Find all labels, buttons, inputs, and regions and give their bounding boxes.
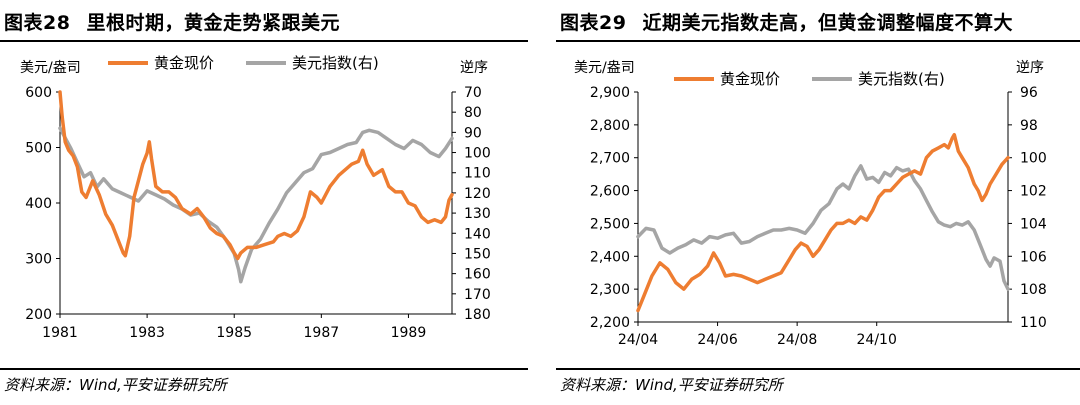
chart-title: 图表28 里根时期，黄金走势紧跟美元 [4,8,340,35]
left-tick-label: 300 [25,252,52,268]
source-note: 资料来源：Wind,平安证券研究所 [4,376,227,394]
source-rule [0,368,528,370]
title-rule [0,40,528,42]
right-tick-label: 90 [464,125,482,141]
right-tick-label: 104 [1020,216,1047,232]
figure-number: 图表29 [560,12,627,34]
right-tick-label: 70 [464,85,482,101]
left-tick-label: 2,600 [590,184,630,200]
right-axis-label: 逆序 [1016,60,1044,76]
left-tick-label: 400 [25,196,52,212]
right-tick-label: 160 [464,267,491,283]
line-chart: 美元/盎司 逆序 黄金现价 美元指数(右) 200 300 400 500 600 70 80 90 1… [20,54,491,341]
title-rule [556,40,1080,42]
right-tick-label: 110 [1020,315,1047,331]
right-tick-label: 106 [1020,249,1047,265]
legend-label: 美元指数(右) [858,70,945,88]
x-tick-label: 1983 [129,325,165,341]
left-tick-label: 2,300 [590,282,630,298]
right-tick-label: 120 [464,186,491,202]
right-tick-label: 170 [464,287,491,303]
left-tick-label: 2,400 [590,249,630,265]
right-tick-label: 100 [464,146,491,162]
right-tick-label: 80 [464,105,482,121]
x-tick-label: 1987 [304,325,340,341]
source-note: 资料来源：Wind,平安证券研究所 [560,376,783,394]
legend-label: 黄金现价 [720,70,780,88]
x-tick-label: 1981 [42,325,78,341]
left-tick-label: 600 [25,85,52,101]
right-tick-label: 98 [1020,118,1038,134]
series-line [636,164,1010,291]
left-axis-label: 美元/盎司 [574,60,635,76]
left-axis-label: 美元/盎司 [20,60,81,76]
x-tick-label: 24/04 [618,332,658,348]
source-rule [556,368,1080,370]
series-line [58,126,454,284]
right-tick-label: 140 [464,226,491,242]
right-tick-label: 96 [1020,85,1038,101]
x-tick-label: 24/06 [697,332,737,348]
left-tick-label: 200 [25,307,52,323]
figure-number: 图表28 [4,12,71,34]
left-tick-label: 2,700 [590,151,630,167]
legend-label: 黄金现价 [154,54,214,72]
figure-title: 里根时期，黄金走势紧跟美元 [86,12,340,34]
left-tick-label: 2,200 [590,315,630,331]
left-tick-label: 2,800 [590,118,630,134]
figure-title: 近期美元指数走高，但黄金调整幅度不算大 [642,12,1013,34]
x-tick-label: 24/10 [857,332,897,348]
left-tick-label: 2,900 [590,85,630,101]
right-tick-label: 150 [464,246,491,262]
chart-panel-left: 图表28 里根时期，黄金走势紧跟美元 美元/盎司 逆序 黄金现价 美元指数(右) 200 3… [0,0,528,405]
x-tick-label: 1985 [216,325,252,341]
series-line [636,132,1010,313]
left-tick-label: 2,500 [590,216,630,232]
right-tick-label: 110 [464,166,491,182]
legend-label: 美元指数(右) [292,54,379,72]
right-tick-label: 180 [464,307,491,323]
chart-title: 图表29 近期美元指数走高，但黄金调整幅度不算大 [560,8,1013,35]
left-tick-label: 500 [25,141,52,157]
x-tick-label: 24/08 [777,332,817,348]
right-axis-label: 逆序 [460,60,488,76]
right-tick-label: 130 [464,206,491,222]
right-tick-label: 100 [1020,151,1047,167]
right-tick-label: 108 [1020,282,1047,298]
x-tick-label: 1989 [391,325,427,341]
right-tick-label: 102 [1020,184,1047,200]
series-line [58,90,454,261]
chart-panel-right: 图表29 近期美元指数走高，但黄金调整幅度不算大 美元/盎司 逆序黄金现价 美元指数(… [556,0,1080,405]
